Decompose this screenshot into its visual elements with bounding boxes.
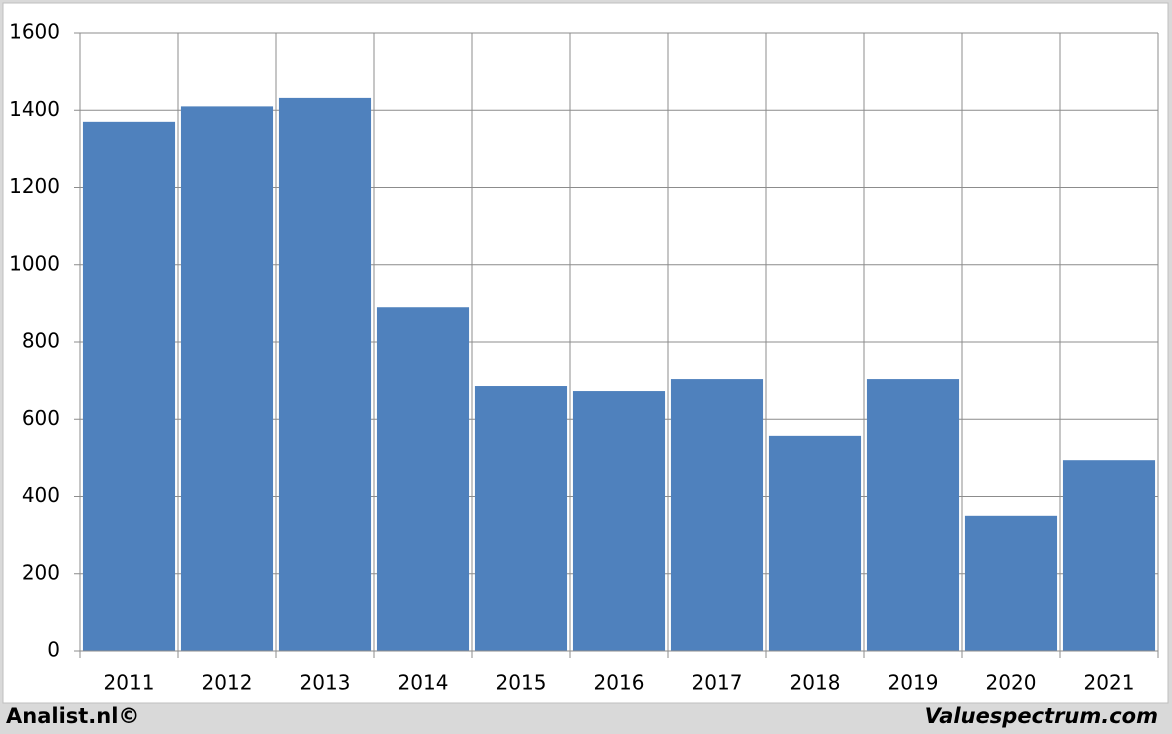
y-tick-label: 0 bbox=[47, 638, 60, 662]
x-tick-label: 2016 bbox=[594, 671, 645, 695]
bar bbox=[180, 106, 274, 651]
x-tick-label: 2018 bbox=[790, 671, 841, 695]
y-tick-label: 1600 bbox=[9, 20, 60, 44]
y-tick-label: 200 bbox=[22, 560, 60, 584]
x-tick-label: 2011 bbox=[104, 671, 155, 695]
bar bbox=[768, 435, 862, 651]
y-tick-label: 1000 bbox=[9, 251, 60, 275]
credit-right: Valuespectrum.com bbox=[925, 704, 1158, 728]
x-tick-label: 2021 bbox=[1084, 671, 1135, 695]
bar bbox=[474, 386, 568, 651]
x-tick-label: 2014 bbox=[398, 671, 449, 695]
bar bbox=[376, 307, 470, 651]
x-tick-label: 2015 bbox=[496, 671, 547, 695]
bar bbox=[964, 515, 1058, 651]
y-tick-label: 400 bbox=[22, 483, 60, 507]
bar bbox=[572, 391, 666, 651]
y-tick-label: 1200 bbox=[9, 174, 60, 198]
bar bbox=[670, 379, 764, 651]
x-tick-label: 2019 bbox=[888, 671, 939, 695]
credit-left: Analist.nl© bbox=[6, 704, 139, 728]
y-tick-label: 600 bbox=[22, 406, 60, 430]
bar bbox=[866, 379, 960, 651]
x-tick-label: 2012 bbox=[202, 671, 253, 695]
y-tick-label: 800 bbox=[22, 329, 60, 353]
x-tick-label: 2017 bbox=[692, 671, 743, 695]
x-tick-label: 2020 bbox=[986, 671, 1037, 695]
bar bbox=[82, 121, 176, 651]
bar bbox=[1062, 460, 1156, 651]
y-tick-label: 1400 bbox=[9, 97, 60, 121]
x-tick-label: 2013 bbox=[300, 671, 351, 695]
bar bbox=[278, 97, 372, 651]
